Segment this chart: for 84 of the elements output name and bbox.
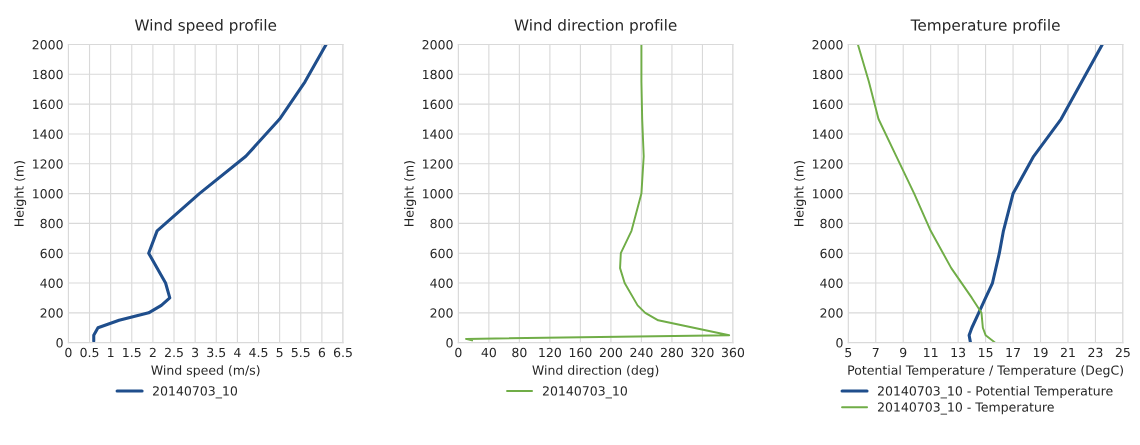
y-tick-label: 200 [430,308,453,318]
x-tick-label: 200 [599,347,623,358]
legend-label: 20140703_10 [153,386,238,399]
y-tick-label: 1800 [33,69,63,80]
legend-label: 20140703_10 - Temperature [877,402,1054,415]
y-tick-label: 400 [40,278,63,288]
y-tick-label: 400 [820,278,843,288]
x-tick-label: 25 [1115,347,1130,358]
x-tick-label: 5 [276,347,283,358]
y-tick-label: 2000 [422,39,453,50]
y-tick-label: 1000 [812,189,843,199]
y-tick-label: 600 [820,248,843,259]
x-tick-label: 1 [108,347,114,358]
x-tick-label: 1.5 [123,347,141,358]
y-tick-label: 600 [40,248,63,259]
x-tick-label: 4.5 [249,347,268,358]
y-tick-label: 600 [430,248,453,259]
x-tick-label: 19 [1033,347,1048,358]
chart-title: Wind direction profile [514,19,677,34]
x-axis-title: Wind direction (deg) [532,365,659,378]
x-tick-label: 5 [845,347,852,358]
line-series [92,44,328,343]
y-tick-label: 0 [446,338,453,348]
x-tick-label: 2 [149,347,156,358]
y-axis-title: Height (m) [793,161,807,226]
x-tick-label: 11 [924,347,938,358]
y-tick-label: 400 [430,278,453,288]
x-tick-label: 40 [481,347,496,358]
y-tick-label: 1200 [812,159,843,169]
y-tick-label: 1800 [423,69,453,80]
x-tick-label: 240 [630,347,653,358]
y-tick-label: 0 [56,338,63,348]
line-series [856,44,997,343]
chart-title: Temperature profile [910,19,1060,34]
x-tick-label: 9 [900,347,907,358]
x-tick-label: 0.5 [80,347,99,358]
x-tick-label: 360 [721,347,745,358]
y-tick-label: 1400 [33,129,63,139]
y-tick-label: 1200 [33,159,63,169]
legend-label: 20140703_10 - Potential Temperature [877,385,1113,399]
y-tick-label: 200 [820,308,843,318]
y-axis-title: Height (m) [404,161,417,226]
x-tick-label: 0 [455,347,462,358]
x-tick-label: 15 [979,347,993,358]
x-tick-label: 80 [512,347,527,358]
y-tick-label: 200 [40,308,63,318]
x-tick-label: 4 [234,347,241,358]
x-tick-label: 160 [569,347,592,358]
y-axis-title: Height (m) [14,161,27,226]
x-tick-label: 23 [1088,347,1103,358]
x-tick-label: 320 [691,347,714,358]
y-tick-label: 1400 [812,129,843,139]
x-tick-label: 3 [192,347,199,358]
line-series [967,44,1104,343]
x-tick-label: 5.5 [291,347,310,358]
y-tick-label: 1600 [812,99,843,110]
y-tick-label: 1000 [33,189,63,199]
chart-title: Wind speed profile [134,19,277,34]
y-tick-label: 0 [836,338,843,348]
x-tick-label: 6 [318,347,326,358]
x-tick-label: 17 [1006,347,1020,358]
x-tick-label: 120 [539,347,561,358]
x-tick-label: 7 [872,347,879,358]
x-tick-label: 13 [951,347,966,358]
y-tick-label: 2000 [812,39,843,50]
y-tick-label: 2000 [32,39,63,50]
x-tick-label: 6.5 [333,347,352,358]
x-tick-label: 0 [65,347,72,358]
y-tick-label: 800 [40,218,63,229]
y-tick-label: 1600 [423,99,453,110]
legend-label: 20140703_10 [542,386,627,399]
y-tick-label: 1400 [423,129,453,139]
x-tick-label: 3.5 [207,347,226,358]
y-tick-label: 1200 [423,159,453,169]
y-tick-label: 800 [430,218,453,229]
x-tick-label: 21 [1060,347,1075,358]
y-tick-label: 800 [820,218,843,229]
y-tick-label: 1800 [812,69,843,80]
x-tick-label: 2.5 [165,347,183,358]
y-tick-label: 1000 [423,189,453,199]
x-axis-title: Potential Temperature / Temperature (DegC) [848,365,1123,378]
x-axis-title: Wind speed (m/s) [151,365,260,378]
x-tick-label: 280 [660,347,684,358]
y-tick-label: 1600 [33,99,63,110]
